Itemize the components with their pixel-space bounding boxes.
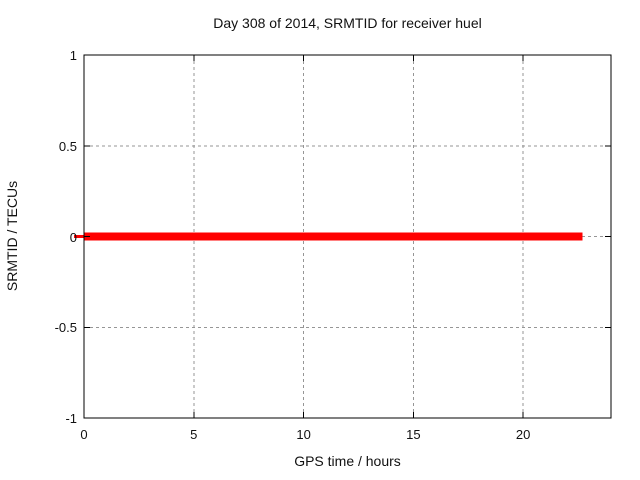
x-tick-label: 10 [296, 427, 311, 442]
x-tick-label: 5 [190, 427, 198, 442]
y-tick-label: 0 [69, 229, 77, 245]
x-axis-label: GPS time / hours [294, 453, 401, 469]
y-tick-label: -0.5 [54, 320, 77, 336]
x-tick-label: 20 [515, 427, 531, 442]
x-tick-label: 0 [80, 427, 88, 442]
chart-title: Day 308 of 2014, SRMTID for receiver hue… [213, 15, 482, 31]
y-tick-label: -1 [65, 411, 77, 426]
x-tick-label: 15 [406, 427, 421, 442]
y-tick-label: 1 [69, 48, 77, 63]
plot-border [83, 54, 612, 419]
y-tick-label: 0.5 [58, 138, 77, 154]
